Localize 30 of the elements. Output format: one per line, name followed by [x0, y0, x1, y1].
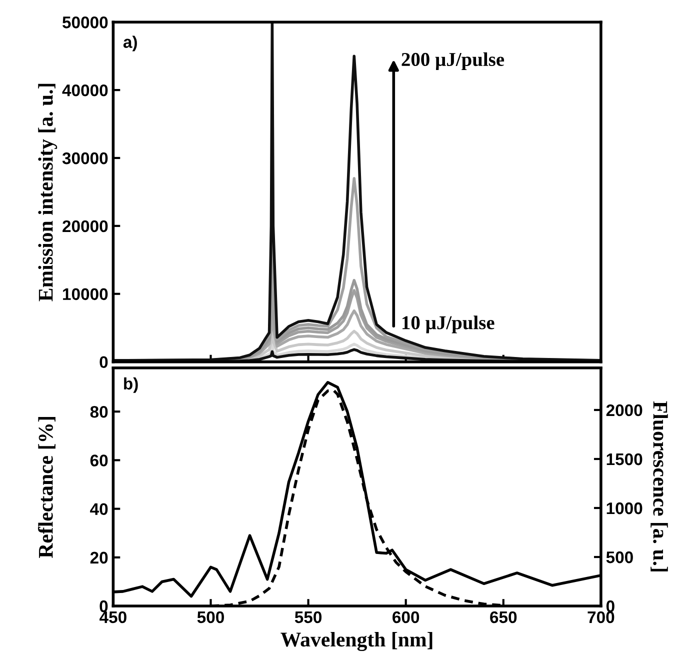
y-tick-label: 60	[90, 454, 108, 466]
x-tick-label: 600	[392, 611, 420, 624]
y2-tick-label: 0	[606, 600, 614, 612]
y-tick-label: 0	[100, 356, 108, 368]
y-axis-title: Reflectance [%]	[38, 417, 56, 558]
y2-tick-label: 1000	[606, 502, 642, 514]
y-tick-label: 20	[90, 552, 108, 564]
x-tick-label: 550	[294, 611, 322, 624]
x-tick-label: 500	[197, 611, 224, 624]
y-tick-label: 0	[100, 600, 108, 612]
annotation: a)	[123, 36, 137, 52]
y-tick-label: 30000	[62, 152, 108, 164]
x-tick-label: 700	[588, 611, 614, 624]
y-axis-title: Emission intensity [a. u.]	[38, 84, 58, 302]
y2-tick-label: 500	[606, 551, 633, 564]
y2-tick-label: 2000	[606, 404, 642, 416]
y-tick-label: 20000	[62, 220, 108, 232]
y-tick-label: 40000	[62, 84, 108, 96]
annotation: b)	[124, 377, 138, 393]
y-tick-label: 40	[90, 503, 108, 515]
y-tick-label: 10000	[63, 288, 108, 300]
x-axis-title: Wavelength [nm]	[280, 632, 432, 652]
y2-axis-title: Fluorescence [a. u.]	[650, 401, 668, 572]
annotation: 200 µJ/pulse	[402, 52, 504, 70]
x-tick-label: 450	[100, 611, 126, 624]
y-tick-label: 50000	[62, 16, 108, 28]
x-tick-label: 650	[490, 611, 517, 624]
annotation: 10 µJ/pulse	[402, 316, 494, 334]
y2-tick-label: 1500	[606, 453, 642, 466]
y-tick-label: 80	[90, 406, 108, 418]
